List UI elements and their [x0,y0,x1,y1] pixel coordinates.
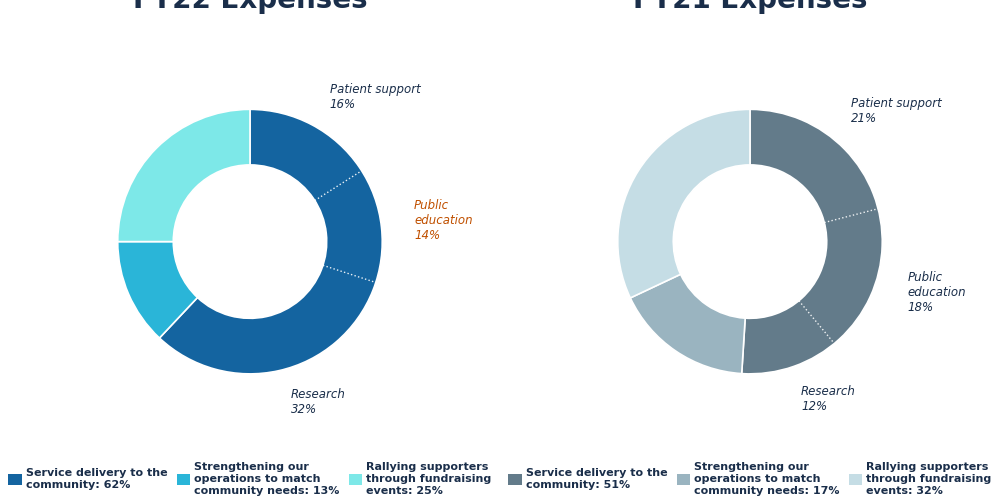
Wedge shape [742,110,882,374]
Text: Research
32%: Research 32% [291,388,346,415]
Legend: Service delivery to the
community: 62%, Strengthening our
operations to match
co: Service delivery to the community: 62%, … [4,458,496,500]
Wedge shape [118,242,197,338]
Wedge shape [159,110,382,374]
Title: FY22 Expenses: FY22 Expenses [133,0,367,14]
Wedge shape [618,110,750,298]
Text: Public
education
14%: Public education 14% [414,200,473,242]
Wedge shape [630,274,745,374]
Text: Research
12%: Research 12% [801,385,856,413]
Text: Patient support
21%: Patient support 21% [851,97,942,125]
Title: FY21 Expenses: FY21 Expenses [633,0,867,14]
Text: Patient support
16%: Patient support 16% [330,82,420,110]
Wedge shape [118,110,250,242]
Legend: Service delivery to the
community: 51%, Strengthening our
operations to match
co: Service delivery to the community: 51%, … [504,458,996,500]
Text: Public
education
18%: Public education 18% [907,271,966,314]
